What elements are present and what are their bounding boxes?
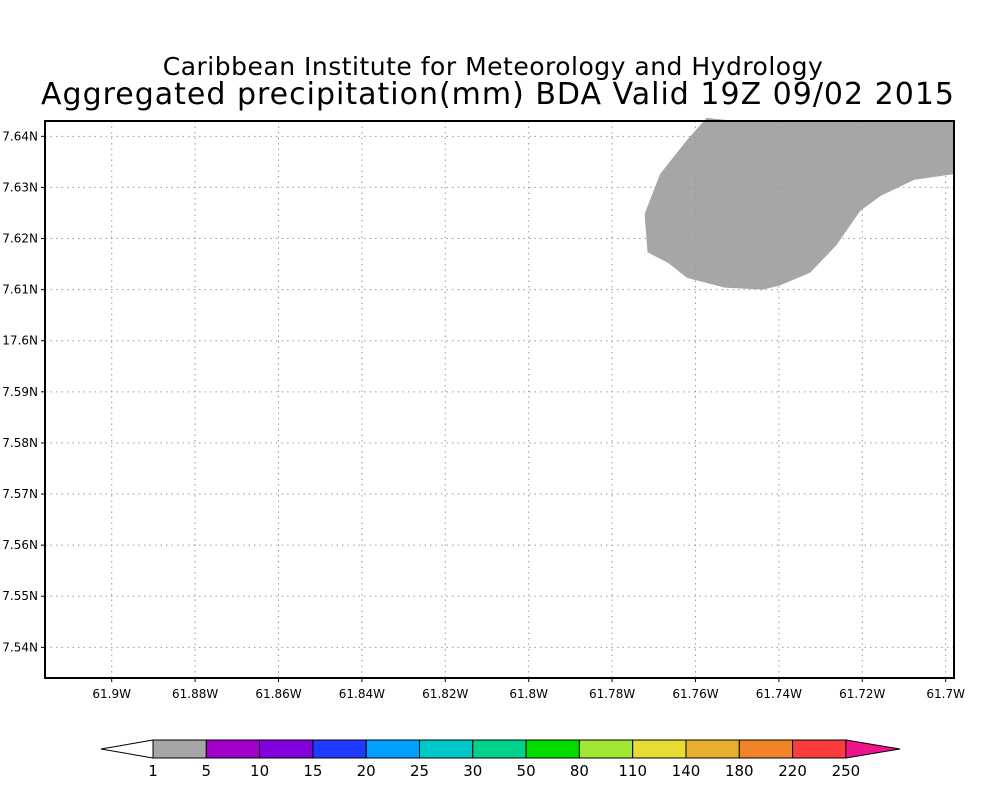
colorbar-label: 220 [778, 762, 807, 780]
lat-tick-label: 7.54N [2, 640, 38, 654]
lat-tick-label: 7.59N [2, 385, 38, 399]
lon-tick-label: 61.78W [589, 687, 635, 701]
colorbar-label: 10 [250, 762, 269, 780]
lon-tick-label: 61.8W [509, 687, 548, 701]
lon-tick-label: 61.76W [672, 687, 718, 701]
colorbar-swatch [419, 739, 474, 759]
precipitation-layer [644, 117, 954, 290]
lon-tick-label: 61.82W [422, 687, 468, 701]
lon-tick-label: 61.84W [339, 687, 385, 701]
colorbar-swatch [205, 739, 261, 759]
colorbar-label: 180 [725, 762, 754, 780]
colorbar-under-triangle [100, 739, 154, 759]
colorbar-over-triangle [845, 739, 901, 759]
colorbar-swatch [632, 739, 687, 759]
colorbar-label: 110 [618, 762, 647, 780]
colorbar-label: 80 [570, 762, 589, 780]
colorbar-swatch [472, 739, 527, 759]
colorbar-swatch [259, 739, 314, 759]
colorbar-swatch [365, 739, 421, 759]
longitude-axis: 61.9W 61.88W 61.86W 61.84W 61.82W 61.8W 61.78W… [92, 678, 965, 701]
lat-tick-label: 7.63N [2, 180, 38, 194]
lat-tick-label: 7.58N [2, 436, 38, 450]
lat-tick-label: 7.64N [2, 129, 38, 143]
colorbar-swatch [685, 739, 740, 759]
colorbar-label: 250 [832, 762, 861, 780]
colorbar-label: 20 [357, 762, 376, 780]
lat-tick-label: 7.57N [2, 487, 38, 501]
colorbar: 1 5 10 15 20 25 30 50 80 110 140 180 220 250 [100, 739, 901, 780]
colorbar-swatch [152, 739, 207, 759]
colorbar-label: 1 [148, 762, 158, 780]
colorbar-label: 140 [672, 762, 701, 780]
lon-tick-label: 61.9W [92, 687, 131, 701]
colorbar-label: 15 [303, 762, 322, 780]
colorbar-label: 30 [463, 762, 482, 780]
colorbar-label: 50 [517, 762, 536, 780]
colorbar-swatch [738, 739, 794, 759]
colorbar-swatch [525, 739, 580, 759]
map-frame [44, 120, 955, 679]
colorbar-swatch [312, 739, 367, 759]
lat-tick-label: 7.62N [2, 232, 38, 246]
lat-tick-label: 17.6N [2, 334, 38, 348]
institute-title: Caribbean Institute for Meteorology and … [162, 52, 824, 81]
lon-tick-label: 61.74W [756, 687, 802, 701]
map-title: Aggregated precipitation(mm) BDA Valid 1… [41, 77, 955, 112]
lat-tick-label: 7.56N [2, 538, 38, 552]
colorbar-swatch [578, 739, 634, 759]
lon-tick-label: 61.88W [172, 687, 218, 701]
colorbar-label: 25 [410, 762, 429, 780]
colorbar-swatch [792, 739, 847, 759]
lon-tick-label: 61.7W [926, 687, 965, 701]
lon-tick-label: 61.86W [255, 687, 301, 701]
latitude-axis: 7.64N 7.63N 7.62N 7.61N 17.6N 7.59N 7.58N 7.57N… [2, 129, 45, 654]
lon-tick-label: 61.72W [839, 687, 885, 701]
colorbar-label: 5 [202, 762, 212, 780]
precip-area-1-5mm [644, 117, 954, 290]
lat-tick-label: 7.61N [2, 283, 38, 297]
lat-tick-label: 7.55N [2, 589, 38, 603]
